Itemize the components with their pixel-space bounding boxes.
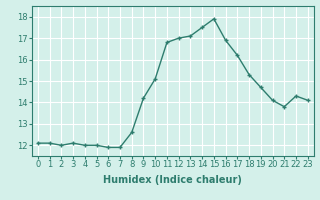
X-axis label: Humidex (Indice chaleur): Humidex (Indice chaleur) [103, 175, 242, 185]
